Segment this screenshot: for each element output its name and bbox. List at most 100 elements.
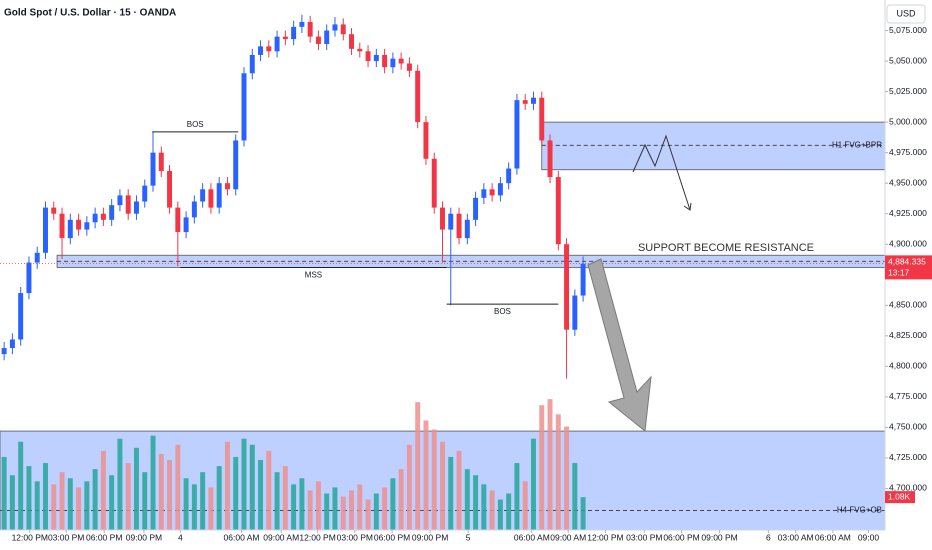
candle-body	[448, 213, 454, 230]
x-tick-label: 09:00 AM	[550, 532, 586, 542]
volume-bar	[133, 447, 139, 530]
volume-bar	[167, 460, 173, 530]
candle-body	[489, 189, 495, 196]
candle-body	[299, 21, 305, 27]
projection-arrow	[587, 258, 652, 432]
volume-bar	[1, 456, 7, 530]
candle-body	[59, 213, 65, 239]
volume-bar	[67, 478, 73, 530]
candle-body	[580, 263, 586, 296]
volume-bar	[315, 481, 321, 530]
x-tick-label: 03:00 PM	[48, 532, 84, 542]
candle-body	[423, 122, 429, 159]
x-tick-label: 06:00 AM	[514, 532, 550, 542]
volume-bar	[76, 487, 82, 530]
y-tick-label: 4,825.000	[889, 330, 927, 340]
zone-label: H1 FVG+BPR	[832, 140, 882, 149]
candle-body	[117, 195, 123, 206]
currency: USD	[896, 8, 916, 18]
volume-bar	[224, 441, 230, 530]
candle-body	[200, 189, 206, 202]
candle-body	[307, 21, 313, 37]
candle-body	[539, 97, 545, 141]
volume-bar	[158, 453, 164, 530]
candle-body	[233, 140, 239, 190]
level-label: MSS	[305, 271, 322, 280]
y-tick-label: 4,800.000	[889, 361, 927, 371]
x-tick-label: 12:00 PM	[299, 532, 335, 542]
volume-bar	[18, 441, 24, 530]
candle-body	[43, 207, 48, 253]
volume-bar	[531, 438, 536, 530]
volume-bar	[142, 472, 148, 530]
candle-body	[456, 213, 462, 239]
x-tick-label: 12:00 PM	[587, 532, 623, 542]
candle-body	[191, 201, 197, 218]
candle-body	[34, 252, 40, 263]
volume-bar	[448, 456, 454, 530]
candle-body	[150, 152, 156, 186]
candle-body	[183, 217, 189, 233]
volume-bar	[26, 466, 32, 530]
volume-bar	[150, 435, 156, 530]
volume-bar	[282, 466, 288, 530]
y-tick-label: 4,725.000	[889, 452, 927, 462]
x-tick-label: 06:00 AM	[224, 532, 260, 542]
candle-body	[282, 36, 288, 40]
candle-body	[340, 24, 346, 35]
candle-body	[109, 205, 115, 220]
level-label: BOS	[187, 120, 204, 129]
volume-bar	[233, 456, 239, 530]
candle-body	[76, 219, 82, 230]
volume-bar	[406, 444, 412, 530]
candle-body	[315, 36, 321, 44]
volume-bar	[514, 463, 520, 530]
candle-body	[473, 197, 479, 220]
candle-body	[390, 58, 396, 68]
candle-body	[92, 213, 98, 223]
candle-body	[84, 222, 90, 230]
candle-body	[555, 177, 561, 245]
volume-bar	[274, 472, 280, 530]
candle-body	[208, 189, 214, 208]
volume-bar	[473, 475, 479, 530]
candle-body	[241, 73, 247, 141]
y-tick-label: 4,750.000	[889, 422, 927, 432]
candle-body	[398, 58, 404, 64]
volume-bar	[506, 493, 512, 530]
volume-bar	[291, 484, 297, 530]
volume-bar	[555, 414, 561, 530]
volume-bar	[373, 493, 379, 530]
volume-bar	[547, 399, 553, 530]
candle-body	[531, 97, 536, 104]
last-price-label: 4,884.335	[888, 257, 926, 267]
candle-body	[572, 295, 578, 330]
volume-bar	[43, 463, 48, 530]
projection-path	[632, 134, 692, 211]
candle-body	[324, 30, 330, 44]
x-tick-label: 06:00 PM	[663, 532, 699, 542]
candle-body	[440, 207, 445, 230]
y-tick-label: 4,900.000	[889, 238, 927, 248]
zone-label: H4 FVG+OB	[837, 506, 882, 515]
candle-body	[175, 207, 181, 233]
x-tick-label: 03:00 AM	[778, 532, 814, 542]
candle-body	[258, 46, 264, 55]
candle-body	[564, 244, 570, 330]
volume-bar	[398, 469, 404, 530]
volume-bar	[423, 420, 429, 530]
y-tick-label: 4,925.000	[889, 208, 927, 218]
currency-box[interactable]	[886, 4, 926, 24]
volume-bar	[481, 484, 487, 530]
countdown: 13:17	[888, 268, 910, 278]
volume-bar	[332, 487, 338, 530]
x-tick-label: 09:00 PM	[701, 532, 737, 542]
x-tick-label: 09:00 PM	[126, 532, 162, 542]
volume-bar	[382, 487, 388, 530]
candle-body	[100, 213, 106, 220]
volume-bar	[117, 438, 123, 530]
x-tick-label: 6	[766, 532, 771, 542]
volume-bar	[84, 481, 90, 530]
volume-bar	[200, 472, 206, 530]
